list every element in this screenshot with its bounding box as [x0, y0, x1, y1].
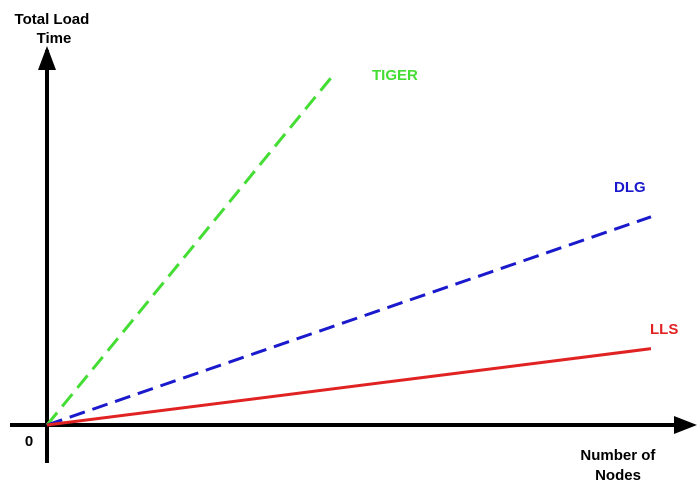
x-axis-title-line-2: Nodes	[595, 467, 641, 484]
x-axis-arrow	[674, 416, 697, 434]
y-axis-title-line-2: Time	[37, 30, 72, 47]
y-axis-title-line-1: Total Load	[15, 11, 90, 28]
series-label-dlg: DLG	[614, 179, 646, 196]
series-line-lls	[46, 347, 652, 427]
series-label-lls: LLS	[650, 321, 678, 338]
series-line-tiger	[45, 77, 333, 426]
y-axis-arrow	[38, 46, 56, 70]
origin-label: 0	[25, 433, 33, 450]
x-axis-title: Number of Nodes	[580, 447, 659, 484]
series-label-tiger: TIGER	[372, 67, 418, 84]
y-axis-title: Total Load Time	[15, 11, 94, 47]
x-axis-title-line-1: Number of	[580, 447, 656, 464]
series-line-dlg	[46, 215, 652, 427]
